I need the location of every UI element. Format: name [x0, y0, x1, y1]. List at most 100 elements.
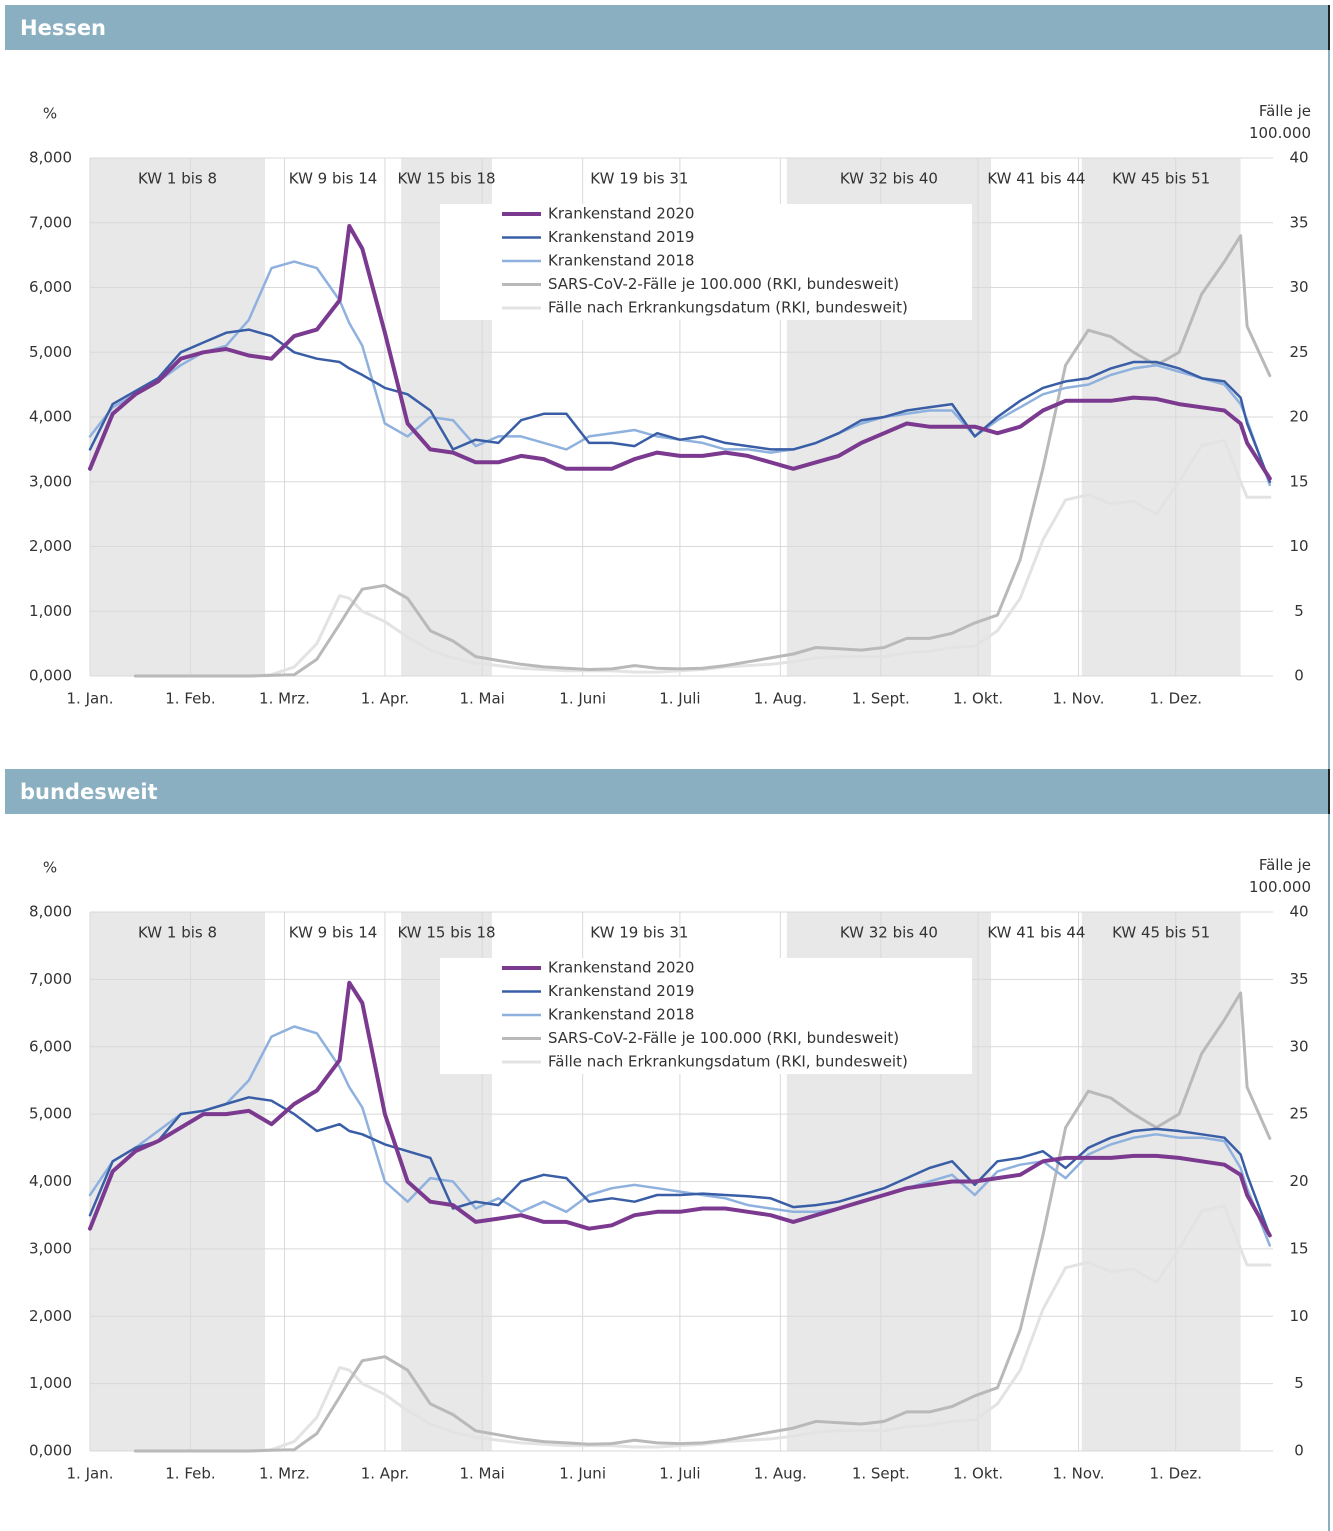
period-label: KW 19 bis 31 — [590, 170, 688, 188]
y-tick-label: 5,000 — [29, 1105, 72, 1123]
series-line — [88, 980, 1272, 1238]
section-header — [5, 5, 1328, 50]
x-tick-label: 1. Juli — [659, 690, 700, 708]
legend-label: SARS-CoV-2-Fälle je 100.000 (RKI, bundes… — [548, 275, 899, 293]
period-label: KW 41 bis 44 — [987, 170, 1085, 188]
y-tick-label: 4,000 — [29, 408, 72, 426]
y-tick-label: 7,000 — [29, 970, 72, 988]
x-tick-label: 1. Apr. — [361, 1465, 409, 1483]
x-tick-label: 1. Mrz. — [259, 690, 310, 708]
x-tick-label: 1. Aug. — [754, 1465, 807, 1483]
y-tick-label: 8,000 — [29, 903, 72, 921]
legend-label: Krankenstand 2018 — [548, 1006, 694, 1024]
legend-label: Fälle nach Erkrankungsdatum (RKI, bundes… — [548, 299, 908, 317]
period-label: KW 32 bis 40 — [840, 924, 938, 942]
x-tick-label: 1. Mrz. — [259, 1465, 310, 1483]
y2-tick-label: 10 — [1289, 1307, 1308, 1325]
y-tick-label: 0,000 — [29, 1442, 72, 1460]
period-label: KW 9 bis 14 — [289, 924, 378, 942]
x-tick-label: 1. Sept. — [852, 1465, 910, 1483]
y2-tick-label: 35 — [1289, 213, 1308, 231]
x-tick-label: 1. Feb. — [165, 690, 215, 708]
x-tick-label: 1. Aug. — [754, 690, 807, 708]
y-tick-label: 1,000 — [29, 1374, 72, 1392]
x-tick-label: 1. Okt. — [953, 690, 1003, 708]
x-tick-label: 1. Mai — [459, 690, 504, 708]
y2-axis-label-box: Fälle je 100.000 — [1248, 102, 1311, 142]
period-label: KW 15 bis 18 — [397, 170, 495, 188]
x-tick-label: 1. Apr. — [361, 690, 409, 708]
x-tick-label: 1. Sept. — [852, 690, 910, 708]
y2-tick-label: 30 — [1289, 1037, 1308, 1055]
legend-label: Fälle nach Erkrankungsdatum (RKI, bundes… — [548, 1053, 908, 1071]
legend-label: Krankenstand 2019 — [548, 228, 694, 246]
period-label: KW 32 bis 40 — [840, 170, 938, 188]
y-tick-label: 5,000 — [29, 343, 72, 361]
period-label: KW 41 bis 44 — [987, 924, 1085, 942]
y2-tick-label: 20 — [1289, 1172, 1308, 1190]
y-tick-label: 0,000 — [29, 667, 72, 685]
y2-tick-label: 20 — [1289, 408, 1308, 426]
y-tick-label: 3,000 — [29, 472, 72, 490]
section-header — [5, 769, 1328, 814]
x-tick-label: 1. Jan. — [67, 1465, 114, 1483]
x-tick-label: 1. Okt. — [953, 1465, 1003, 1483]
y2-tick-label: 25 — [1289, 343, 1308, 361]
legend-label: Krankenstand 2019 — [548, 982, 694, 1000]
period-label: KW 45 bis 51 — [1112, 170, 1210, 188]
y-tick-label: 6,000 — [29, 1037, 72, 1055]
y-tick-label: 2,000 — [29, 537, 72, 555]
legend-label: Krankenstand 2020 — [548, 959, 694, 977]
period-label: KW 1 bis 8 — [138, 170, 217, 188]
section-title: bundesweit — [20, 780, 158, 804]
y-tick-label: 2,000 — [29, 1307, 72, 1325]
y2-tick-label: 35 — [1289, 970, 1308, 988]
y-axis-label: % — [43, 105, 57, 123]
x-tick-label: 1. Mai — [459, 1465, 504, 1483]
y2-axis-label: Fälle je 100.000 — [1248, 102, 1311, 142]
x-tick-label: 1. Juni — [559, 690, 606, 708]
series-line — [88, 224, 1272, 481]
series-line — [88, 328, 1272, 484]
y2-tick-label: 15 — [1289, 472, 1308, 490]
x-tick-label: 1. Feb. — [165, 1465, 215, 1483]
legend-label: SARS-CoV-2-Fälle je 100.000 (RKI, bundes… — [548, 1029, 899, 1047]
period-label: KW 1 bis 8 — [138, 924, 217, 942]
x-tick-label: 1. Dez. — [1150, 690, 1203, 708]
y2-tick-label: 30 — [1289, 278, 1308, 296]
section-title: Hessen — [20, 16, 106, 40]
period-label: KW 19 bis 31 — [590, 924, 688, 942]
series-line — [133, 991, 1272, 1453]
series-line — [88, 1025, 1272, 1247]
x-tick-label: 1. Nov. — [1053, 690, 1105, 708]
y-tick-label: 8,000 — [29, 149, 72, 167]
series-line — [88, 1096, 1272, 1237]
y2-tick-label: 0 — [1294, 1442, 1304, 1460]
y2-tick-label: 0 — [1294, 667, 1304, 685]
y2-axis-label-box: Fälle je 100.000 — [1249, 856, 1311, 896]
y2-tick-label: 10 — [1289, 537, 1308, 555]
y-tick-label: 1,000 — [29, 602, 72, 620]
period-label: KW 45 bis 51 — [1112, 924, 1210, 942]
y-axis-label: % — [43, 859, 57, 877]
period-label: KW 15 bis 18 — [397, 924, 495, 942]
y2-tick-label: 15 — [1289, 1239, 1308, 1257]
y-tick-label: 6,000 — [29, 278, 72, 296]
x-tick-label: 1. Juni — [559, 1465, 606, 1483]
x-tick-label: 1. Nov. — [1053, 1465, 1105, 1483]
period-label: KW 9 bis 14 — [289, 170, 378, 188]
y-tick-label: 4,000 — [29, 1172, 72, 1190]
x-tick-label: 1. Jan. — [67, 690, 114, 708]
x-tick-label: 1. Juli — [659, 1465, 700, 1483]
y2-tick-label: 5 — [1294, 602, 1304, 620]
legend-label: Krankenstand 2018 — [548, 252, 694, 270]
y-tick-label: 3,000 — [29, 1239, 72, 1257]
y2-tick-label: 25 — [1289, 1105, 1308, 1123]
series-line — [133, 234, 1272, 678]
y2-tick-label: 40 — [1289, 149, 1308, 167]
y2-tick-label: 40 — [1289, 903, 1308, 921]
y2-tick-label: 5 — [1294, 1374, 1304, 1392]
legend-label: Krankenstand 2020 — [548, 205, 694, 223]
